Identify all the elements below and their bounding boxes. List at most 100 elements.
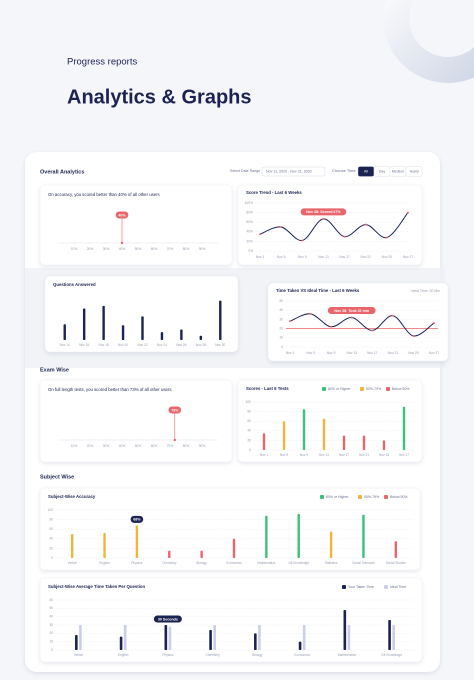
y-tick-label: 40 <box>279 308 283 312</box>
x-tick-label: Chemistry <box>205 653 220 657</box>
x-tick-label: Nov 21 <box>360 255 371 259</box>
time-option-label[interactable]: Day <box>379 170 385 174</box>
x-tick-label: 40% <box>119 247 126 251</box>
annotation: Nov 28: Took 32 min <box>334 309 369 313</box>
x-tick-label: Nov 25 <box>408 351 419 355</box>
time-option-label[interactable]: Yearly <box>409 170 419 174</box>
legend-swatch <box>358 495 362 499</box>
bar <box>168 626 172 650</box>
annotation: 40% <box>118 213 126 217</box>
legend-label: 80% or Higher <box>328 387 351 391</box>
card <box>39 379 233 463</box>
legend-label: 50%-79% <box>364 495 379 499</box>
bar <box>79 625 82 650</box>
date-input[interactable] <box>261 166 326 177</box>
x-tick-label: 60% <box>151 247 158 251</box>
card <box>39 184 233 266</box>
x-tick-label: Nov 5 <box>306 351 315 355</box>
legend-swatch <box>360 387 364 391</box>
bar <box>75 635 78 650</box>
x-tick-label: Nov 13 <box>318 255 329 259</box>
bar <box>119 636 123 650</box>
y-tick-label: 80% <box>246 210 253 214</box>
x-tick-label: 40% <box>119 444 126 448</box>
x-tick-label: Nov 9 <box>298 255 307 259</box>
time-option[interactable] <box>405 166 423 177</box>
y-tick-label: 0 <box>281 345 283 349</box>
x-tick-label: Physics <box>162 653 173 657</box>
x-tick-label: Nov 28 <box>196 343 206 347</box>
y-tick-label: 100 <box>245 400 251 404</box>
time-option-label[interactable]: Medium <box>392 170 405 174</box>
x-tick-label: 20% <box>87 444 94 448</box>
time-label: Choose Time <box>332 168 356 173</box>
bar <box>265 515 268 558</box>
x-tick-label: Nov 24 <box>157 343 167 347</box>
x-tick-label: Nov 1 <box>260 453 269 457</box>
x-tick-label: Nov 9 <box>327 351 336 355</box>
x-tick-label: Nov 22 <box>137 343 147 347</box>
legend-label: Your Taken Time <box>348 585 374 589</box>
bar <box>254 633 257 650</box>
x-tick-label: Nov 25 <box>382 255 393 259</box>
x-tick-label: Nov 1 <box>286 351 295 355</box>
x-tick-label: Nov 14 <box>60 343 70 347</box>
annotation-bg <box>168 406 182 414</box>
point <box>350 316 353 319</box>
legend-label: Below 50% <box>392 387 410 391</box>
y-tick-label: 80 <box>247 409 251 413</box>
y-tick-label: 10 <box>49 640 53 644</box>
chart-title: Time Taken VS Ideal Time - Last 6 Weeks <box>276 288 360 293</box>
y-tick-label: 60 <box>49 598 53 602</box>
legend-swatch <box>384 585 388 589</box>
section-title: Overall Analytics <box>40 169 84 175</box>
x-tick-label: Mathematics <box>257 561 275 565</box>
point <box>309 312 312 315</box>
annotation: 68% <box>133 518 141 522</box>
point <box>322 217 325 220</box>
x-tick-label: English <box>99 561 110 565</box>
x-tick-label: Nov 9 <box>300 453 309 457</box>
annotation: Nov 28: Scored 67% <box>306 210 341 214</box>
x-tick-label: 90% <box>199 444 206 448</box>
x-tick-label: Nov 21 <box>388 351 399 355</box>
point <box>433 322 435 325</box>
line <box>259 212 409 241</box>
annotation-bg <box>115 211 129 219</box>
card <box>44 275 239 353</box>
x-tick-label: Nov 30 <box>215 343 225 347</box>
chart-title: Subject-Wise Accuracy <box>48 494 96 499</box>
time-option-label[interactable]: All <box>364 170 368 174</box>
bar <box>302 625 306 650</box>
point <box>330 325 333 328</box>
bar <box>135 525 139 558</box>
x-tick-label: Nov 27 <box>403 255 414 259</box>
legend-label: Ideal Time <box>390 585 406 589</box>
bar <box>342 435 346 450</box>
y-tick-label: 20 <box>49 546 53 550</box>
bar <box>402 406 406 450</box>
x-tick-label: Chemistry <box>162 561 177 565</box>
y-tick-label: 20 <box>49 631 53 635</box>
chart-subtitle: Ideal Time: 20 Min <box>411 289 440 293</box>
annotation: 73% <box>171 408 179 412</box>
point <box>385 236 388 239</box>
y-tick-label: 40 <box>49 537 53 541</box>
bar <box>262 433 266 450</box>
bar <box>141 316 144 340</box>
x-tick-label: Nov 20 <box>118 343 128 347</box>
section-title: Exam Wise <box>40 367 69 373</box>
chart-title: Scores - Last 6 Tests <box>246 386 289 391</box>
y-tick-label: 40 <box>247 429 251 433</box>
marker-dot <box>173 438 176 442</box>
bar <box>200 550 203 558</box>
x-tick-label: Nov 27 <box>429 351 440 355</box>
bar <box>343 610 347 650</box>
bar <box>297 513 300 558</box>
bar <box>362 514 365 558</box>
chart-title: On full length tests, you scored better … <box>48 387 172 392</box>
annotation-bg <box>327 307 376 315</box>
card <box>237 184 423 266</box>
x-tick-label: Nov 16 <box>79 343 89 347</box>
x-tick-label: Nov 27 <box>399 453 409 457</box>
